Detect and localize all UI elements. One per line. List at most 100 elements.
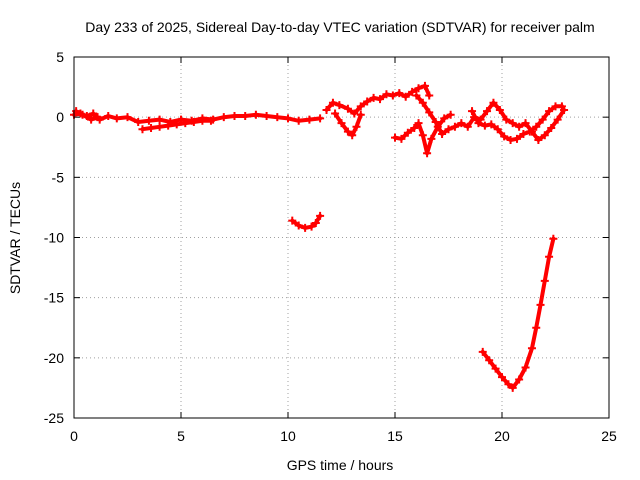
data-point [431,117,440,126]
data-point [134,117,143,126]
data-point [545,107,554,116]
axis-ticks: 0 5 10 15 20 25 -25 -20 -15 -10 -5 0 5 [44,49,617,444]
data-point [305,115,314,124]
data-point [450,122,459,131]
data-point [423,149,432,158]
data-point [87,115,96,124]
data-point [164,121,173,130]
data-point [251,110,260,119]
data-point [485,356,494,365]
data-point [403,128,412,137]
data-point [369,93,378,102]
data-point [316,211,325,220]
data-point [463,122,472,131]
data-point [348,131,357,140]
data-point [337,119,346,128]
data-point [414,84,423,93]
data-point [388,91,397,100]
x-tick-label: 25 [601,428,617,444]
data-point [508,119,517,128]
data-point [112,114,121,123]
series-arc-3 [138,116,215,134]
series-arc-7 [391,110,455,158]
data-point [72,107,81,116]
data-point [515,122,524,131]
data-point [288,216,297,225]
data-point [498,373,506,382]
plot-series [70,81,569,392]
data-point [438,130,447,139]
data-point [483,107,492,116]
data-point [527,344,536,353]
data-point [487,120,496,129]
data-point [401,92,410,101]
data-point [508,383,517,392]
x-tick-label: 5 [177,428,185,444]
data-point [343,104,352,113]
data-point [219,113,228,122]
data-point [410,123,419,132]
data-point [418,131,427,140]
data-point [540,131,549,140]
y-axis-label: SDTVAR / TECUs [7,182,23,294]
data-point [525,127,534,136]
data-point [500,132,509,141]
data-point [294,116,303,125]
series-arc-1 [70,109,325,126]
y-tick-label: 0 [56,109,64,125]
data-point [408,87,417,96]
data-point [493,125,502,134]
data-point [519,130,528,139]
data-point [538,115,547,124]
data-point [328,98,337,107]
data-point [412,91,421,100]
data-point [515,375,524,384]
data-point [446,110,455,119]
y-tick-label: -25 [44,410,64,426]
x-tick-label: 15 [387,428,403,444]
data-point [284,114,292,123]
data-point [506,136,515,145]
data-point [189,117,198,126]
data-point [540,276,549,285]
data-point [547,123,556,132]
data-point [147,123,156,132]
data-point [322,105,331,114]
series-arc-2 [72,107,102,124]
data-point [534,136,543,145]
data-point [307,222,316,231]
series-arc-5 [322,81,434,118]
data-point [138,125,147,134]
data-point [491,364,500,373]
series-arc-4 [288,211,325,232]
data-point [502,115,511,124]
y-tick-label: -15 [44,290,64,306]
data-point [495,105,504,114]
series-line [74,109,100,122]
series-arc-6 [331,109,365,140]
data-point [549,234,558,243]
series-line [480,236,556,390]
data-point [376,95,385,104]
data-point [418,98,427,107]
data-point [557,102,566,111]
data-point [198,116,207,125]
data-point [262,111,271,120]
x-tick-label: 20 [494,428,510,444]
data-point [241,111,250,120]
data-point [420,81,429,90]
data-point [478,347,487,356]
data-point [521,363,530,372]
data-point [382,90,391,99]
data-point [457,119,466,128]
data-point [427,134,436,143]
y-tick-label: -10 [44,230,64,246]
data-point [181,119,190,128]
data-point [532,323,541,332]
data-point [230,111,239,120]
data-point [104,111,113,120]
data-point [301,223,310,232]
data-point [444,125,453,134]
data-point [311,219,320,228]
data-point [504,380,513,389]
